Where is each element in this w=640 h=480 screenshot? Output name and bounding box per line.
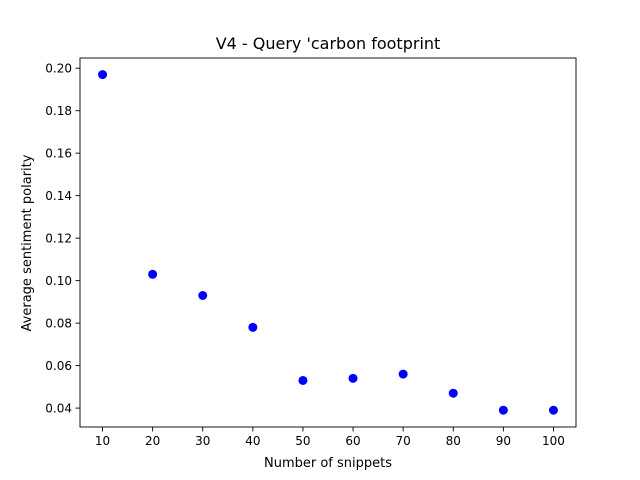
y-tick-label: 0.08 — [45, 317, 72, 331]
y-tick-label: 0.16 — [45, 147, 72, 161]
data-point — [298, 375, 308, 385]
data-point — [398, 369, 408, 379]
x-tick-label: 80 — [446, 434, 461, 448]
plot-area: 10 20 30 40 50 60 70 80 90 100 0.04 0.06 0.08 0.10 0.1… — [45, 57, 577, 448]
x-tick-label: 40 — [245, 434, 260, 448]
x-tick-label: 20 — [145, 434, 160, 448]
y-tick-label: 0.14 — [45, 189, 72, 203]
axes-frame — [79, 57, 577, 428]
y-tick-label: 0.18 — [45, 104, 72, 118]
x-axis-label: Number of snippets — [264, 456, 392, 471]
data-point — [448, 388, 458, 398]
y-tick-label: 0.12 — [45, 232, 72, 246]
data-point — [248, 322, 258, 332]
data-point — [148, 269, 158, 279]
x-tick-label: 100 — [542, 434, 565, 448]
y-tick-label: 0.10 — [45, 274, 72, 288]
chart-title: V4 - Query 'carbon footprint — [216, 34, 441, 53]
data-point — [98, 70, 108, 80]
x-tick-label: 60 — [345, 434, 360, 448]
x-tick-label: 50 — [295, 434, 310, 448]
data-point — [498, 405, 508, 415]
x-tick-label: 10 — [95, 434, 110, 448]
y-axis-label: Average sentiment polarity — [20, 154, 35, 331]
y-tick-label: 0.04 — [45, 402, 72, 416]
x-tick-label: 90 — [496, 434, 511, 448]
x-tick-label: 70 — [396, 434, 411, 448]
y-tick-label: 0.20 — [45, 62, 72, 76]
x-tick-label: 30 — [195, 434, 210, 448]
data-point — [548, 405, 558, 415]
y-tick-label: 0.06 — [45, 359, 72, 373]
data-point — [198, 291, 208, 301]
data-point — [348, 373, 358, 383]
